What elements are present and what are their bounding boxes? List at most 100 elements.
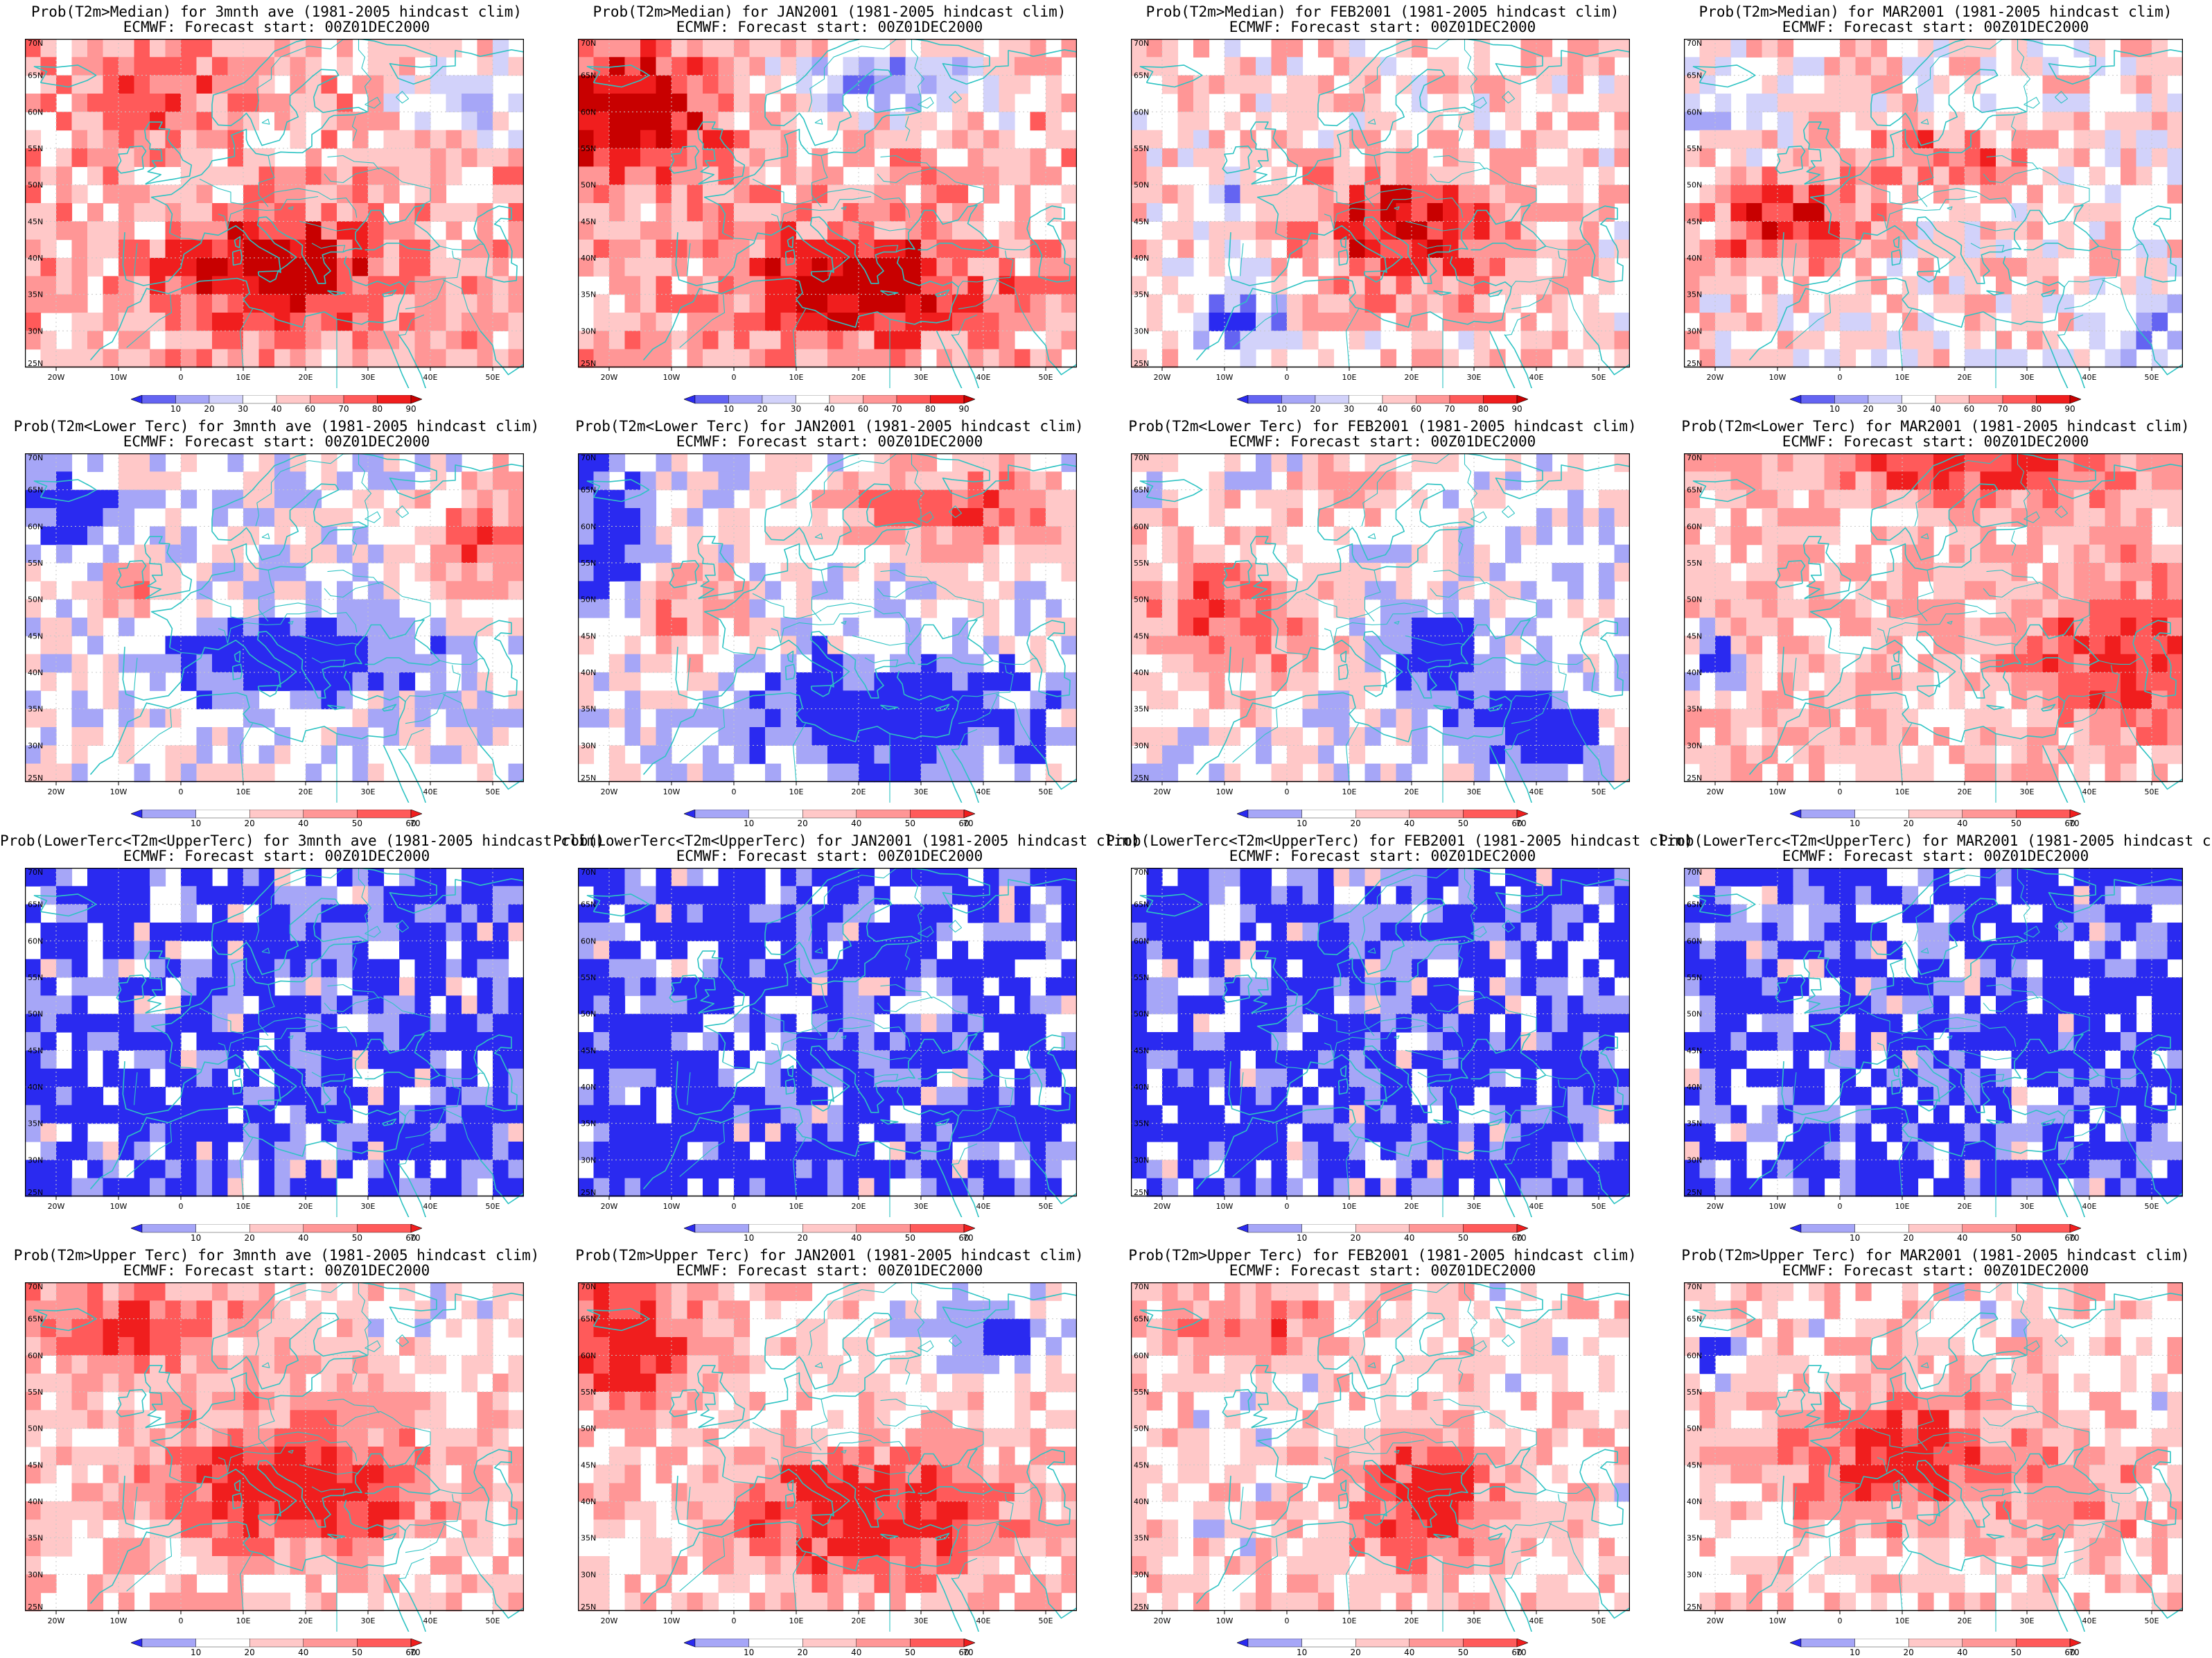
lon-tick-label: 10W [663,787,681,796]
lat-tick-label: 65N [28,71,43,80]
colorbar-label: 50 [352,1233,362,1242]
graticule [1684,868,2183,1196]
lon-tick-label: 50E [486,1202,500,1211]
colorbar-label: 50 [905,819,915,828]
lat-tick-label: 30N [581,326,596,335]
colorbar-label: 30 [1897,404,1907,413]
lon-tick-label: 20W [1154,373,1171,382]
lon-tick-label: 20E [852,1616,866,1625]
lon-tick-label: 30E [1467,373,1482,382]
lon-tick-label: 10W [1216,1202,1234,1211]
lon-tick-label: 20E [852,1202,866,1211]
panel-subtitle: ECMWF: Forecast start: 00Z01DEC2000 [676,1262,983,1279]
colorbar-label: 20 [757,404,767,413]
forecast-panel: Prob(LowerTerc<T2m<UpperTerc) for 3mnth … [0,829,604,1244]
lat-tick-label: 35N [1687,290,1702,299]
colorbar-label: 60 [1964,404,1974,413]
lat-tick-label: 50N [1687,1424,1702,1433]
lat-tick-label: 25N [581,774,596,783]
lat-tick-label: 50N [28,1010,43,1019]
lat-tick-label: 60N [1687,1351,1702,1360]
colorbar-label: 60 [405,1648,416,1657]
lat-tick-label: 55N [1687,1388,1702,1397]
lon-tick-label: 50E [1039,1616,1053,1625]
colorbar-label: 60 [305,404,315,413]
lat-tick-label: 40N [1134,1083,1149,1092]
lat-tick-label: 60N [1134,1351,1149,1360]
lon-tick-label: 10W [663,1616,681,1625]
lon-tick-label: 50E [1039,373,1053,382]
colorbar-label: 50 [905,1233,915,1242]
colorbar-label: 60 [405,819,416,828]
forecast-panel: Prob(LowerTerc<T2m<UpperTerc) for MAR200… [1659,829,2212,1244]
colorbar-label: 60 [1511,819,1522,828]
panel-title: Prob(T2m<Lower Terc) for FEB2001 (1981-2… [1128,418,1637,435]
colorbar-label: 60 [405,1233,416,1242]
probability-field [25,453,524,783]
lon-tick-label: 20W [48,373,65,382]
colorbar-label: 60 [2064,1648,2075,1657]
lon-tick-label: 20E [1958,1616,1972,1625]
colorbar-label: 90 [958,404,969,413]
lat-tick-label: 30N [28,326,43,335]
colorbar-label: 60 [958,1233,969,1242]
colorbar-label: 40 [1404,1233,1414,1242]
colorbar-label: 80 [925,404,936,413]
lon-tick-label: 20W [1707,373,1724,382]
colorbar-label: 50 [1458,1648,1468,1657]
map-svg: 70N 65N 60N 55N 50N 45N 40N 35N 30N 25N 20W 10W 0 10E… [578,453,1077,803]
lat-tick-label: 70N [1134,868,1149,877]
lon-tick-label: 10E [1342,1202,1357,1211]
lon-tick-label: 10W [1769,1616,1787,1625]
colorbar-label: 60 [1511,1648,1522,1657]
lat-tick-label: 30N [581,741,596,750]
coastlines [586,39,1077,388]
lat-tick-label: 50N [1687,595,1702,604]
lon-tick-label: 50E [1039,787,1053,796]
panel-subtitle: ECMWF: Forecast start: 00Z01DEC2000 [123,848,430,864]
panel-subtitle: ECMWF: Forecast start: 00Z01DEC2000 [676,433,983,450]
colorbar-label: 40 [271,404,281,413]
graticule [1684,453,2183,782]
lat-tick-label: 35N [581,290,596,299]
panel-subtitle: ECMWF: Forecast start: 00Z01DEC2000 [1782,848,2089,864]
lat-tick-label: 25N [1687,774,1702,783]
lat-tick-label: 50N [28,1424,43,1433]
lat-tick-label: 70N [1687,1282,1702,1291]
colorbar-label: 70 [410,1233,420,1242]
lat-tick-label: 35N [1687,705,1702,714]
colorbar-label: 10 [170,404,181,413]
lon-tick-label: 40E [2082,373,2097,382]
colorbar-label: 70 [2069,1233,2079,1242]
lat-tick-label: 45N [1134,631,1149,640]
lon-tick-label: 20W [48,1616,65,1625]
graticule [25,39,524,367]
lat-tick-label: 70N [28,39,43,48]
colorbar-label: 10 [744,819,754,828]
map-svg: 70N 65N 60N 55N 50N 45N 40N 35N 30N 25N 20W 10W 0 10E… [1131,39,1630,388]
panel-title: Prob(T2m>Upper Terc) for 3mnth ave (1981… [13,1247,540,1264]
lat-tick-label: 70N [581,868,596,877]
lat-tick-label: 55N [581,1388,596,1397]
map-svg: 70N 65N 60N 55N 50N 45N 40N 35N 30N 25N 20W 10W 0 10E… [1131,453,1630,803]
map-frame [25,39,524,368]
colorbar-label: 60 [858,404,868,413]
lon-tick-label: 20E [1958,787,1972,796]
colorbar-label: 10 [1297,1648,1307,1657]
lon-tick-label: 10E [236,787,251,796]
colorbar-label: 70 [2069,819,2079,828]
colorbar-label: 10 [191,1648,201,1657]
lon-tick-label: 10E [1895,1202,1910,1211]
lon-tick-label: 20W [48,787,65,796]
lat-tick-label: 65N [1134,486,1149,495]
colorbar-label: 20 [245,1233,255,1242]
panel-title: Prob(T2m<Lower Terc) for MAR2001 (1981-2… [1681,418,2190,435]
colorbar-label: 10 [744,1648,754,1657]
lon-tick-label: 30E [361,787,376,796]
probability-field [25,39,524,368]
colorbar-label: 70 [891,404,902,413]
